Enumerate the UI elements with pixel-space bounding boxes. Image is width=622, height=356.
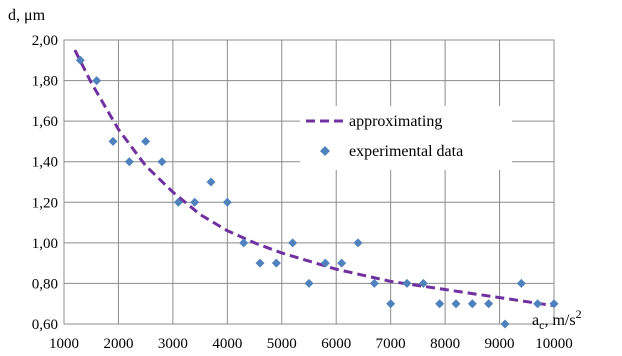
data-point bbox=[353, 238, 363, 248]
approximating-curve-layer bbox=[73, 49, 555, 308]
x-tick-label: 10000 bbox=[535, 336, 573, 352]
data-point bbox=[255, 258, 265, 268]
x-tick-label: 1000 bbox=[49, 336, 79, 352]
data-point bbox=[549, 299, 559, 309]
y-tick-label: 1,60 bbox=[32, 114, 58, 130]
data-point bbox=[304, 278, 314, 288]
data-point bbox=[516, 278, 526, 288]
x-tick-label: 6000 bbox=[321, 336, 351, 352]
y-tick-label: 1,20 bbox=[32, 195, 58, 211]
x-tick-label: 5000 bbox=[267, 336, 297, 352]
y-tick-label: 1,40 bbox=[32, 155, 58, 171]
data-point bbox=[92, 76, 102, 86]
legend-background bbox=[300, 106, 512, 170]
data-point bbox=[320, 258, 330, 268]
x-tick-label: 2000 bbox=[103, 336, 133, 352]
data-point bbox=[435, 299, 445, 309]
data-point bbox=[124, 157, 134, 167]
data-point bbox=[222, 197, 232, 207]
data-point bbox=[369, 278, 379, 288]
y-tick-label: 0,60 bbox=[32, 317, 58, 333]
data-point bbox=[386, 299, 396, 309]
data-point bbox=[108, 136, 118, 146]
legend: approximating experimental data bbox=[300, 106, 512, 170]
data-point bbox=[239, 238, 249, 248]
data-point bbox=[337, 258, 347, 268]
data-point bbox=[533, 299, 543, 309]
x-tick-label: 8000 bbox=[430, 336, 460, 352]
data-point bbox=[157, 157, 167, 167]
plot-area-frame bbox=[63, 39, 555, 325]
y-tick-label: 1,00 bbox=[32, 236, 58, 252]
y-tick-label: 1,80 bbox=[32, 74, 58, 90]
legend-label-experimental: experimental data bbox=[349, 143, 463, 160]
data-point bbox=[402, 278, 412, 288]
data-point bbox=[484, 299, 494, 309]
data-point bbox=[173, 197, 183, 207]
x-tick-label: 7000 bbox=[376, 336, 406, 352]
data-point bbox=[418, 278, 428, 288]
y-axis-ticks: 0,60 0,80 1,00 1,20 1,40 1,60 1,80 2,00 bbox=[32, 33, 58, 333]
y-tick-label: 0,80 bbox=[32, 276, 58, 292]
y-tick-label: 2,00 bbox=[32, 33, 58, 49]
approximating-curve bbox=[73, 49, 555, 308]
legend-diamond-marker bbox=[320, 146, 330, 156]
data-point bbox=[467, 299, 477, 309]
legend-label-approximating: approximating bbox=[349, 113, 442, 130]
data-point bbox=[75, 55, 85, 65]
x-axis-ticks: 1000 2000 3000 4000 5000 6000 7000 8000 9000 1000… bbox=[49, 336, 573, 352]
data-point bbox=[271, 258, 281, 268]
data-point bbox=[500, 319, 510, 329]
data-point bbox=[288, 238, 298, 248]
y-axis-label: d, μm bbox=[8, 7, 46, 24]
x-tick-label: 3000 bbox=[158, 336, 188, 352]
experimental-points-layer bbox=[75, 55, 559, 329]
data-point bbox=[206, 177, 216, 187]
x-tick-label: 9000 bbox=[485, 336, 515, 352]
x-tick-label: 4000 bbox=[212, 336, 242, 352]
data-point bbox=[141, 136, 151, 146]
x-axis-label: ac, m/s2 bbox=[532, 307, 582, 332]
data-point bbox=[190, 197, 200, 207]
data-point bbox=[451, 299, 461, 309]
